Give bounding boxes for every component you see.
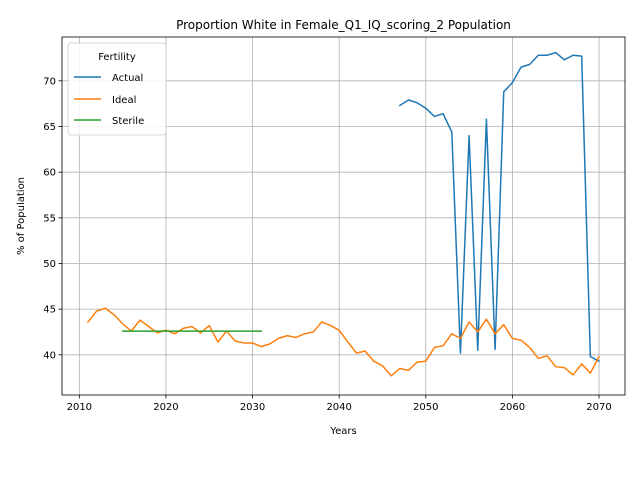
axis-ticks: 2010 2020 2030 2040 2050 2060 2070 40 45 50 55 60 65… bbox=[43, 76, 611, 413]
x-tick-label: 2050 bbox=[413, 402, 438, 413]
x-axis-label: Years bbox=[329, 426, 356, 437]
x-tick-label: 2010 bbox=[67, 402, 92, 413]
legend-box bbox=[67, 42, 167, 136]
legend-label-ideal: Ideal bbox=[112, 95, 136, 106]
y-tick-label: 50 bbox=[43, 259, 56, 270]
y-tick-label: 70 bbox=[43, 76, 56, 87]
y-tick-label: 65 bbox=[43, 122, 56, 133]
legend-label-actual: Actual bbox=[112, 73, 143, 84]
y-tick-label: 55 bbox=[43, 213, 56, 224]
y-axis-label: % of Population bbox=[16, 177, 27, 255]
y-tick-label: 60 bbox=[43, 168, 56, 179]
series-line-ideal bbox=[86, 307, 601, 377]
y-tick-label: 45 bbox=[43, 305, 56, 316]
legend-label-sterile: Sterile bbox=[112, 116, 144, 127]
legend-title: Fertility bbox=[98, 52, 136, 63]
plot-frame bbox=[61, 36, 626, 396]
y-tick-label: 40 bbox=[43, 350, 56, 361]
series-line-actual bbox=[398, 51, 601, 363]
x-tick-label: 2020 bbox=[153, 402, 178, 413]
chart-title: Proportion White in Female_Q1_IQ_scoring… bbox=[176, 18, 511, 32]
x-tick-label: 2030 bbox=[240, 402, 265, 413]
series-lines bbox=[86, 51, 601, 377]
x-tick-label: 2070 bbox=[586, 402, 611, 413]
x-tick-label: 2060 bbox=[500, 402, 525, 413]
x-tick-label: 2040 bbox=[326, 402, 351, 413]
legend: Fertility Actual Ideal Sterile bbox=[67, 42, 167, 136]
